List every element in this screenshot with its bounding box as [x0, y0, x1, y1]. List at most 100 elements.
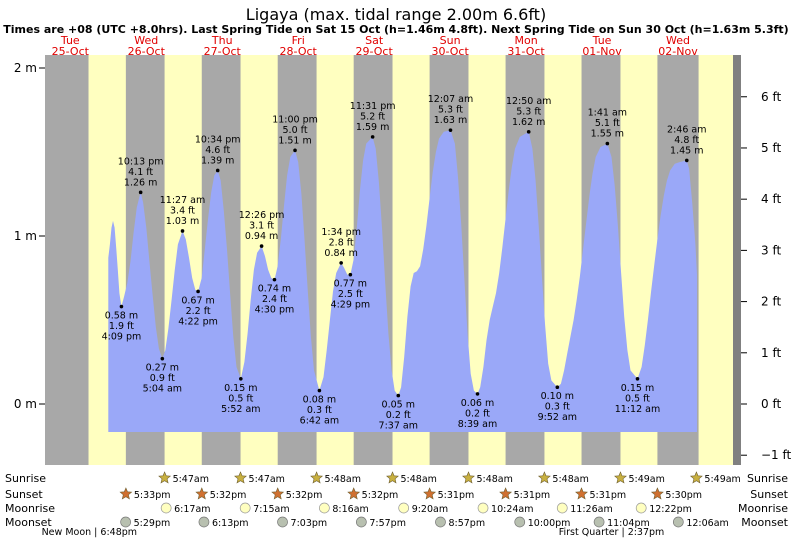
- extreme-dot: [475, 392, 480, 396]
- night-band: [45, 55, 89, 465]
- extreme-label: 1.03 m: [166, 216, 199, 227]
- date-label: 29-Oct: [356, 45, 394, 58]
- day-of-week-label: Sun: [440, 34, 461, 47]
- moonrise-time: 6:17am: [174, 504, 210, 515]
- extreme-label: 0.3 ft: [307, 405, 332, 416]
- moonrise-icon: [319, 502, 330, 514]
- moonset-icon: [120, 516, 131, 528]
- left-tick-label: 1 m: [14, 229, 37, 243]
- sunset-icon: [650, 487, 664, 500]
- sunset-time: 5:31pm: [590, 490, 627, 501]
- extreme-dot: [348, 272, 353, 277]
- extreme-label: 5.3 ft: [516, 106, 541, 117]
- sunset-icon: [271, 487, 285, 500]
- extreme-label: 0.27 m: [146, 363, 179, 374]
- extreme-label: 0.84 m: [324, 248, 357, 259]
- extreme-label: 6:42 am: [300, 416, 339, 427]
- extreme-label: 1.45 m: [670, 145, 703, 156]
- sunset-icon: [347, 487, 361, 500]
- extreme-label: 0.9 ft: [150, 373, 175, 384]
- moon-phase-label: New Moon | 6:48pm: [42, 527, 137, 538]
- extreme-label: 0.05 m: [382, 400, 415, 411]
- extreme-dot: [635, 377, 640, 381]
- extreme-label: 5.1 ft: [595, 118, 620, 129]
- extreme-label: 2.2 ft: [186, 306, 211, 317]
- right-axis-bar: [733, 55, 741, 465]
- row-label-left: Sunrise: [5, 472, 46, 485]
- moonrise-icon: [239, 502, 251, 514]
- extreme-label: 1.55 m: [591, 129, 624, 140]
- extreme-label: 1:41 am: [588, 108, 627, 119]
- sunrise-icon: [614, 471, 627, 484]
- date-label: 31-Oct: [507, 45, 545, 58]
- extreme-dot: [215, 168, 220, 173]
- row-label-left: Moonset: [5, 516, 52, 529]
- right-tick-label: 1 ft: [761, 346, 781, 360]
- extreme-label: 2.5 ft: [338, 289, 363, 300]
- extreme-dot: [555, 385, 560, 390]
- day-header-labels: Tue25-OctWed26-OctThu27-OctFri28-OctSat2…: [52, 34, 699, 58]
- extreme-dot: [448, 128, 453, 132]
- day-of-week-label: Tue: [60, 34, 80, 47]
- extreme-label: 5.2 ft: [360, 111, 385, 122]
- sunrise-time: 5:47am: [173, 474, 209, 485]
- extreme-label: 4:30 pm: [255, 305, 295, 316]
- extreme-dot: [259, 244, 264, 248]
- right-tick-label: 4 ft: [761, 192, 781, 206]
- extreme-label: 8:39 am: [458, 419, 497, 430]
- moonset-icon: [435, 516, 446, 528]
- extreme-dot: [317, 388, 322, 393]
- extreme-label: 1.59 m: [356, 122, 389, 133]
- moonset-time: 11:04pm: [607, 518, 650, 529]
- extreme-label: 12:50 am: [506, 96, 551, 107]
- extreme-label: 2.4 ft: [262, 294, 287, 305]
- moonset-time: 10:00pm: [528, 518, 571, 529]
- sunrise-icon: [234, 471, 247, 484]
- extreme-dot: [272, 277, 277, 282]
- extreme-dot: [526, 130, 531, 134]
- extreme-label: 1.9 ft: [109, 321, 134, 332]
- moon-phase-label: First Quarter | 2:37pm: [559, 527, 665, 538]
- extreme-label: 2.8 ft: [329, 237, 354, 248]
- extreme-label: 12:07 am: [428, 94, 473, 105]
- extreme-label: 0.94 m: [245, 231, 278, 242]
- right-tick-label: 3 ft: [761, 243, 781, 257]
- row-label-right: Moonset: [741, 516, 788, 529]
- sunrise-time: 5:47am: [249, 474, 285, 485]
- extreme-label: 3.1 ft: [249, 221, 274, 232]
- tide-extreme-labels: 0.58 m1.9 ft4:09 pm 10:13 pm4.1 ft1.26 m 0…: [102, 94, 707, 431]
- moonrise-icon: [556, 502, 568, 514]
- extreme-label: 1:34 pm: [321, 227, 361, 238]
- extreme-label: 1.26 m: [124, 177, 157, 188]
- right-tick-label: 5 ft: [761, 141, 781, 155]
- day-of-week-label: Wed: [134, 34, 158, 47]
- chart-title: Ligaya (max. tidal range 2.00m 6.6ft): [246, 5, 546, 24]
- moonrise-time: 8:16am: [332, 504, 368, 515]
- day-of-week-label: Wed: [666, 34, 690, 47]
- extreme-label: 0.10 m: [541, 391, 574, 402]
- extreme-label: 3.4 ft: [170, 205, 195, 216]
- extreme-dot: [370, 135, 375, 139]
- extreme-label: 0.15 m: [621, 383, 654, 394]
- right-tick-label: 6 ft: [761, 90, 781, 104]
- extreme-label: 11:00 pm: [272, 114, 318, 125]
- sunset-icon: [119, 487, 133, 500]
- extreme-label: 4.6 ft: [205, 145, 230, 156]
- moonrise-icon: [160, 502, 172, 514]
- moonrise-icon: [635, 502, 647, 514]
- sunrise-icon: [462, 471, 475, 484]
- extreme-label: 0.08 m: [303, 395, 336, 406]
- extreme-dot: [196, 289, 200, 294]
- left-tick-label: 2 m: [14, 61, 37, 75]
- moonset-time: 5:29pm: [134, 518, 171, 529]
- moonrise-time: 11:26am: [570, 504, 612, 515]
- chart-subtitle: Times are +08 (UTC +8.0hrs). Last Spring…: [3, 23, 788, 36]
- moonset-time: 7:03pm: [291, 518, 328, 529]
- extreme-label: 1.63 m: [434, 115, 467, 126]
- moonrise-time: 7:15am: [253, 504, 289, 515]
- left-tick-label: 0 m: [14, 397, 37, 411]
- extreme-label: 0.2 ft: [465, 408, 490, 419]
- extreme-label: 0.15 m: [224, 383, 257, 394]
- row-label-right: Sunrise: [747, 472, 788, 485]
